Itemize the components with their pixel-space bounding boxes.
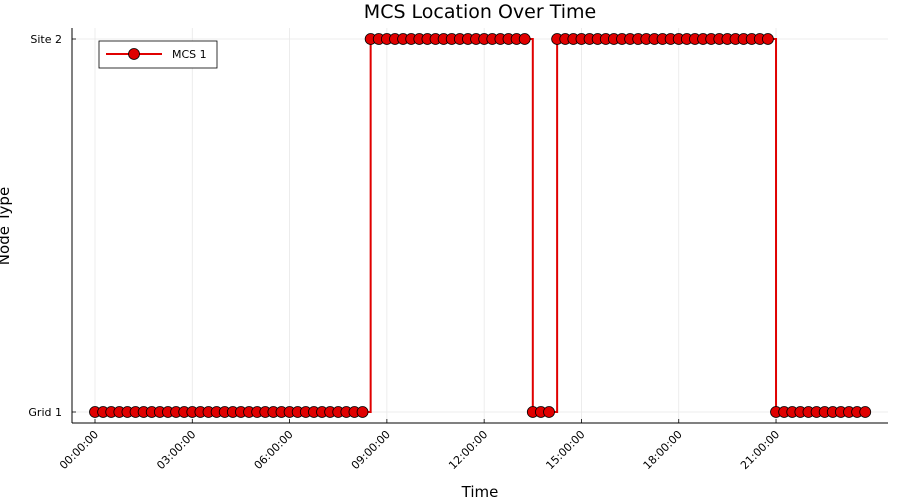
data-point (543, 406, 555, 418)
y-tick-label: Grid 1 (28, 406, 62, 419)
x-tick-label: 06:00:00 (252, 428, 296, 472)
grid-lines (72, 28, 888, 423)
y-axis-ticks: Grid 1 Site 2 (28, 33, 76, 419)
series-line-mcs-1 (95, 38, 866, 413)
y-axis-title: Node Type (0, 187, 13, 265)
x-tick-label: 00:00:00 (57, 428, 101, 472)
legend: MCS 1 (98, 40, 218, 69)
x-tick-label: 15:00:00 (543, 428, 587, 472)
legend-marker-mcs-1 (128, 48, 140, 60)
data-point (762, 33, 774, 45)
x-tick-label: 12:00:00 (446, 428, 490, 472)
x-axis-title: Time (461, 483, 499, 500)
y-tick-label: Site 2 (30, 33, 62, 46)
x-axis-ticks: 00:00:00 03:00:00 06:00:00 09:00:00 12:00:00… (57, 419, 782, 472)
x-tick-label: 21:00:00 (738, 428, 782, 472)
data-point (518, 33, 531, 45)
x-tick-label: 18:00:00 (641, 428, 685, 472)
data-point (859, 406, 872, 418)
x-tick-label: 09:00:00 (349, 428, 393, 472)
series-layer (89, 33, 872, 418)
data-point (356, 406, 369, 418)
legend-label-mcs-1: MCS 1 (172, 48, 207, 61)
x-tick-label: 03:00:00 (154, 428, 198, 472)
chart-title: MCS Location Over Time (364, 1, 596, 23)
plot-area (72, 28, 888, 423)
